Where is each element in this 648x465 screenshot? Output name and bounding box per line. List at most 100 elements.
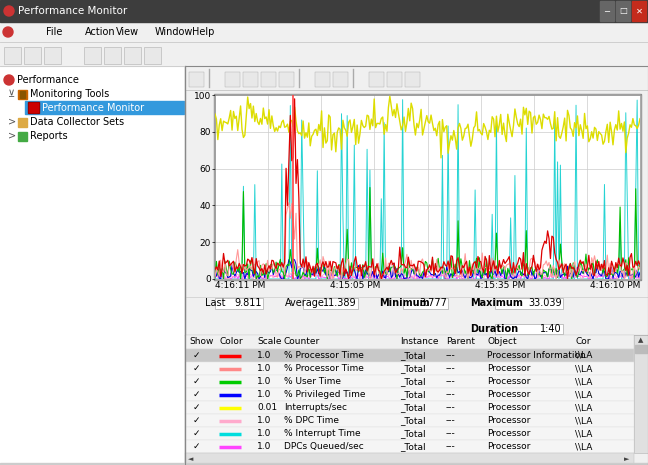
Bar bbox=[18, 118, 27, 127]
Bar bbox=[124, 47, 141, 64]
Bar bbox=[0, 22, 648, 42]
Text: Scale: Scale bbox=[257, 338, 281, 346]
Text: 33.039: 33.039 bbox=[528, 298, 562, 308]
Text: Cor: Cor bbox=[575, 338, 590, 346]
Text: 1.0: 1.0 bbox=[257, 351, 272, 360]
Text: ✕: ✕ bbox=[636, 7, 643, 15]
Text: Window: Window bbox=[155, 27, 193, 37]
Bar bbox=[495, 324, 563, 334]
Text: Duration: Duration bbox=[470, 324, 518, 334]
Text: ✓: ✓ bbox=[192, 377, 200, 386]
Text: 1.0: 1.0 bbox=[257, 442, 272, 451]
Bar bbox=[185, 297, 648, 335]
Text: \\LA: \\LA bbox=[575, 377, 592, 386]
Bar bbox=[495, 298, 563, 309]
Text: Interrupts/sec: Interrupts/sec bbox=[284, 403, 347, 412]
Bar bbox=[185, 66, 648, 465]
Bar bbox=[185, 335, 634, 349]
Bar bbox=[185, 335, 648, 453]
Text: 1.0: 1.0 bbox=[257, 364, 272, 373]
Text: 4:15:35 PM: 4:15:35 PM bbox=[474, 281, 525, 290]
Text: Instance: Instance bbox=[400, 338, 439, 346]
Text: Show: Show bbox=[189, 338, 213, 346]
Bar bbox=[185, 427, 634, 440]
Bar bbox=[303, 298, 358, 309]
Text: Color: Color bbox=[219, 338, 242, 346]
Text: Maximum: Maximum bbox=[470, 298, 523, 308]
Text: ─: ─ bbox=[605, 7, 610, 15]
Text: ▲: ▲ bbox=[638, 337, 643, 343]
Bar bbox=[333, 72, 348, 87]
Text: Performance: Performance bbox=[17, 75, 79, 85]
Bar bbox=[214, 94, 641, 280]
Bar bbox=[25, 101, 184, 114]
Text: Parent: Parent bbox=[446, 338, 475, 346]
Text: 1.0: 1.0 bbox=[257, 390, 272, 399]
Text: _Total: _Total bbox=[400, 429, 426, 438]
Bar bbox=[185, 414, 634, 427]
Bar bbox=[185, 388, 634, 401]
Text: 4:16:10 PM: 4:16:10 PM bbox=[590, 281, 640, 290]
Bar bbox=[185, 66, 648, 90]
Bar bbox=[4, 47, 21, 64]
Text: ---: --- bbox=[446, 351, 456, 360]
Bar bbox=[215, 298, 263, 309]
Text: % Processor Time: % Processor Time bbox=[284, 351, 364, 360]
Text: \\LA: \\LA bbox=[575, 416, 592, 425]
Bar bbox=[84, 47, 101, 64]
Text: % Privileged Time: % Privileged Time bbox=[284, 390, 365, 399]
Bar bbox=[185, 362, 634, 375]
Text: ---: --- bbox=[446, 377, 456, 386]
Bar bbox=[632, 1, 646, 21]
Text: ^: ^ bbox=[636, 338, 643, 346]
Bar bbox=[0, 463, 648, 465]
Text: 4:15:05 PM: 4:15:05 PM bbox=[330, 281, 380, 290]
Text: Monitoring Tools: Monitoring Tools bbox=[30, 89, 110, 99]
Text: View: View bbox=[116, 27, 139, 37]
Text: ✓: ✓ bbox=[192, 442, 200, 451]
Bar bbox=[616, 1, 630, 21]
Bar bbox=[635, 345, 647, 353]
Text: Processor: Processor bbox=[487, 429, 530, 438]
Bar bbox=[24, 47, 41, 64]
Text: Help: Help bbox=[192, 27, 214, 37]
Text: 1.0: 1.0 bbox=[257, 429, 272, 438]
Bar bbox=[44, 47, 61, 64]
Circle shape bbox=[3, 27, 13, 37]
Text: ---: --- bbox=[446, 429, 456, 438]
Text: _Total: _Total bbox=[400, 351, 426, 360]
Bar bbox=[28, 102, 39, 113]
Text: _Total: _Total bbox=[400, 390, 426, 399]
Text: ✓: ✓ bbox=[192, 429, 200, 438]
Text: % User Time: % User Time bbox=[284, 377, 341, 386]
Text: ✓: ✓ bbox=[192, 364, 200, 373]
Text: DPCs Queued/sec: DPCs Queued/sec bbox=[284, 442, 364, 451]
Bar bbox=[387, 72, 402, 87]
Text: 0.01: 0.01 bbox=[257, 403, 277, 412]
Text: Processor: Processor bbox=[487, 364, 530, 373]
Text: _Total: _Total bbox=[400, 416, 426, 425]
Bar bbox=[144, 47, 161, 64]
Bar bbox=[225, 72, 240, 87]
Bar bbox=[185, 401, 634, 414]
Text: ---: --- bbox=[446, 390, 456, 399]
Bar bbox=[185, 440, 634, 453]
Bar bbox=[185, 375, 634, 388]
Text: Processor: Processor bbox=[487, 403, 530, 412]
Text: Object: Object bbox=[487, 338, 516, 346]
Bar bbox=[315, 72, 330, 87]
Text: Last: Last bbox=[205, 298, 226, 308]
Bar bbox=[185, 453, 634, 465]
Text: Reports: Reports bbox=[30, 131, 67, 141]
Bar bbox=[104, 47, 121, 64]
Text: \\LA: \\LA bbox=[575, 351, 592, 360]
Text: ✓: ✓ bbox=[192, 416, 200, 425]
Text: Processor: Processor bbox=[487, 442, 530, 451]
Bar bbox=[185, 90, 648, 297]
Text: Average: Average bbox=[285, 298, 325, 308]
Text: >: > bbox=[8, 117, 16, 127]
Text: ✓: ✓ bbox=[192, 351, 200, 360]
Text: □: □ bbox=[619, 7, 627, 15]
Bar bbox=[279, 72, 294, 87]
Text: ---: --- bbox=[446, 442, 456, 451]
